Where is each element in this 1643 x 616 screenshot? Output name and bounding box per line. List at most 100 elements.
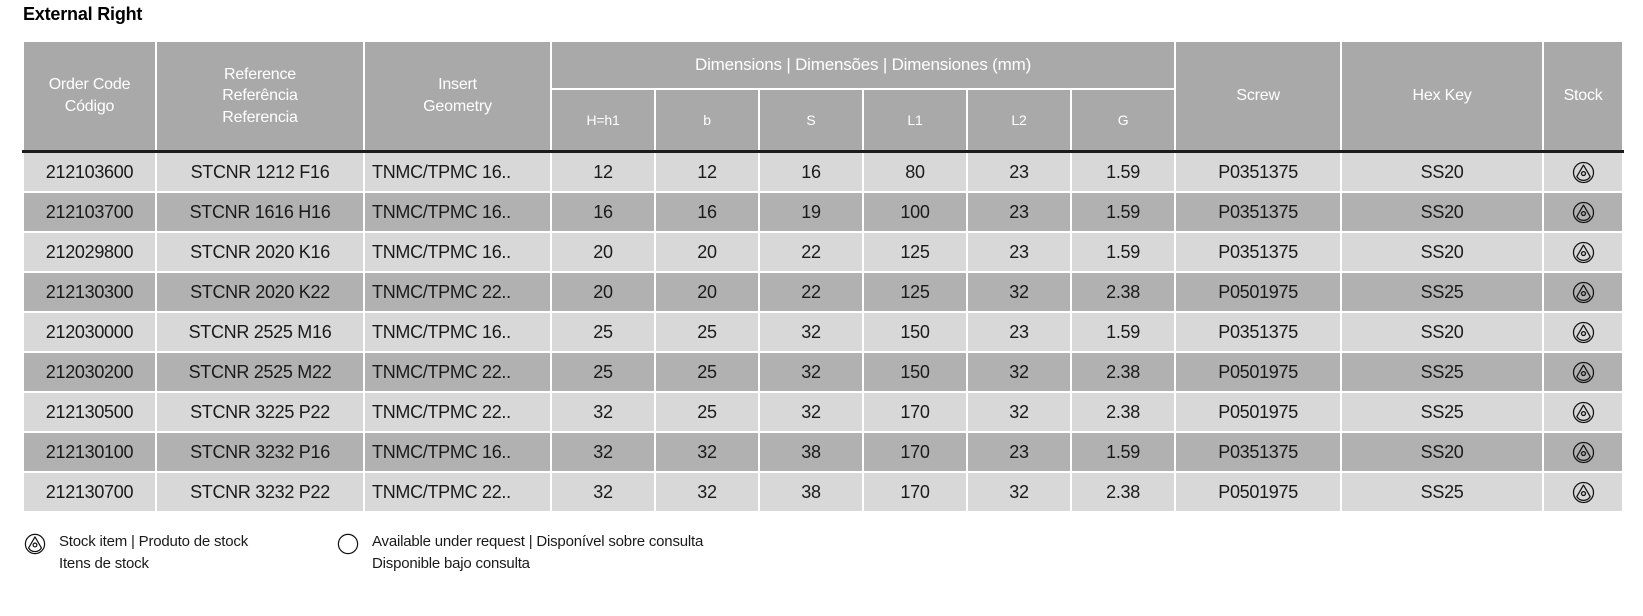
cell-stock [1542, 351, 1625, 393]
stock-item-icon [1545, 440, 1621, 465]
cell-screw: P0351375 [1174, 150, 1343, 193]
cell-l1: 150 [862, 351, 968, 393]
col-header-l2: L2 [966, 88, 1072, 153]
cell-b: 12 [654, 150, 760, 193]
cell-stock [1542, 391, 1625, 433]
table-row: 212130700 STCNR 3232 P22 TNMC/TPMC 22.. … [22, 471, 1625, 513]
table-row: 212130500 STCNR 3225 P22 TNMC/TPMC 22.. … [22, 391, 1625, 433]
cell-h-h1: 25 [550, 351, 656, 393]
table-header: Order Code Código Reference Referência R… [22, 40, 1625, 153]
cell-reference: STCNR 2525 M16 [155, 311, 365, 353]
cell-hex-key: SS25 [1340, 391, 1545, 433]
col-header-reference-line3: Referencia [222, 108, 298, 126]
col-header-insert-geometry: Insert Geometry [363, 40, 552, 153]
cell-s: 22 [758, 231, 864, 273]
cell-reference: STCNR 2020 K22 [155, 271, 365, 313]
cell-insert-geometry: TNMC/TPMC 22.. [363, 471, 552, 513]
cell-reference: STCNR 3232 P22 [155, 471, 365, 513]
cell-s: 16 [758, 150, 864, 193]
cell-insert-geometry: TNMC/TPMC 16.. [363, 191, 552, 233]
cell-screw: P0351375 [1174, 231, 1343, 273]
cell-b: 32 [654, 471, 760, 513]
cell-g: 1.59 [1069, 231, 1177, 273]
cell-insert-geometry: TNMC/TPMC 16.. [363, 231, 552, 273]
cell-order-code: 212130500 [22, 391, 157, 433]
col-header-b: b [654, 88, 760, 153]
col-header-stock: Stock [1542, 40, 1625, 153]
cell-order-code: 212030200 [22, 351, 157, 393]
cell-insert-geometry: TNMC/TPMC 22.. [363, 271, 552, 313]
cell-stock [1542, 311, 1625, 353]
cell-stock [1542, 231, 1625, 273]
cell-h-h1: 25 [550, 311, 656, 353]
cell-l2: 23 [966, 311, 1072, 353]
cell-l2: 32 [966, 351, 1072, 393]
cell-b: 25 [654, 311, 760, 353]
cell-l1: 150 [862, 311, 968, 353]
cell-screw: P0501975 [1174, 271, 1343, 313]
col-header-order-code-line2: Código [64, 98, 115, 115]
cell-reference: STCNR 1616 H16 [155, 191, 365, 233]
cell-reference: STCNR 1212 F16 [155, 150, 365, 193]
cell-reference: STCNR 2525 M22 [155, 351, 365, 393]
cell-order-code: 212130100 [22, 431, 157, 473]
col-header-s: S [758, 88, 864, 153]
cell-g: 1.59 [1069, 191, 1177, 233]
cell-h-h1: 16 [550, 191, 656, 233]
cell-g: 2.38 [1069, 471, 1177, 513]
cell-l2: 32 [966, 471, 1072, 513]
cell-l1: 125 [862, 271, 968, 313]
legend-stock-item-line1: Stock item | Produto de stock [59, 533, 249, 550]
col-header-l1: L1 [862, 88, 968, 153]
cell-screw: P0501975 [1174, 471, 1343, 513]
cell-l1: 170 [862, 471, 968, 513]
stock-item-icon [23, 532, 47, 560]
cell-order-code: 212130700 [22, 471, 157, 513]
table-row: 212030000 STCNR 2525 M16 TNMC/TPMC 16.. … [22, 311, 1625, 353]
cell-insert-geometry: TNMC/TPMC 16.. [363, 150, 552, 193]
col-header-reference: Reference Referência Referencia [155, 40, 365, 153]
legend-available-line1: Available under request | Disponível sob… [372, 533, 704, 550]
cell-h-h1: 32 [550, 471, 656, 513]
cell-stock [1542, 431, 1625, 473]
cell-hex-key: SS25 [1340, 351, 1545, 393]
cell-g: 1.59 [1069, 150, 1177, 193]
cell-screw: P0351375 [1174, 191, 1343, 233]
cell-screw: P0501975 [1174, 351, 1343, 393]
cell-l1: 80 [862, 150, 968, 193]
cell-order-code: 212103600 [22, 150, 157, 193]
cell-hex-key: SS20 [1340, 191, 1545, 233]
cell-hex-key: SS25 [1340, 271, 1545, 313]
table-row: 212103600 STCNR 1212 F16 TNMC/TPMC 16.. … [22, 150, 1625, 193]
col-header-hex-key: Hex Key [1340, 40, 1545, 153]
cell-hex-key: SS20 [1340, 150, 1545, 193]
col-header-insert-line1: Insert [438, 76, 477, 94]
cell-b: 20 [654, 231, 760, 273]
cell-insert-geometry: TNMC/TPMC 22.. [363, 351, 552, 393]
cell-order-code: 212030000 [22, 311, 157, 353]
cell-s: 32 [758, 391, 864, 433]
table-body: 212103600 STCNR 1212 F16 TNMC/TPMC 16.. … [22, 150, 1625, 513]
legend-stock-item-text: Stock item | Produto de stock Itens de s… [59, 531, 248, 575]
cell-l2: 23 [966, 191, 1072, 233]
col-header-order-code: Order Code Código [22, 40, 157, 153]
cell-l1: 170 [862, 391, 968, 433]
legend-available: Available under request | Disponível sob… [336, 531, 703, 575]
cell-reference: STCNR 3232 P16 [155, 431, 365, 473]
stock-item-icon [1545, 280, 1621, 305]
cell-screw: P0501975 [1174, 391, 1343, 433]
cell-l1: 100 [862, 191, 968, 233]
stock-item-icon [1545, 200, 1621, 225]
table-row: 212103700 STCNR 1616 H16 TNMC/TPMC 16.. … [22, 191, 1625, 233]
cell-stock [1542, 271, 1625, 313]
cell-s: 22 [758, 271, 864, 313]
cell-l2: 32 [966, 271, 1072, 313]
cell-g: 2.38 [1069, 351, 1177, 393]
cell-s: 32 [758, 311, 864, 353]
cell-l2: 23 [966, 231, 1072, 273]
stock-item-icon [1545, 160, 1621, 185]
cell-stock [1542, 150, 1625, 193]
stock-item-icon [1545, 480, 1621, 505]
stock-item-icon [1545, 400, 1621, 425]
cell-s: 38 [758, 471, 864, 513]
